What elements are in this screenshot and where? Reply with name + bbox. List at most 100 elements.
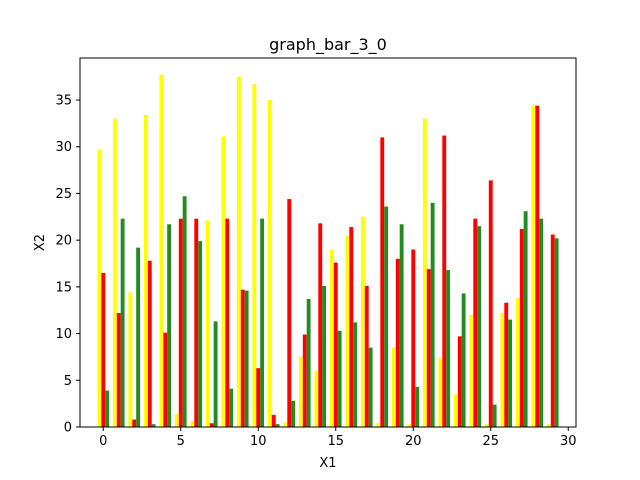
bar-s1-x29	[550, 234, 555, 427]
bar-s2-x19	[399, 224, 404, 427]
bar-s2-x0	[105, 390, 110, 427]
x-tick-label: 20	[405, 434, 422, 449]
bar-s1-x4	[163, 332, 168, 427]
x-axis-label: X1	[319, 456, 336, 471]
bar-s0-x28	[531, 105, 536, 427]
bar-s1-x13	[302, 334, 307, 427]
y-axis-ticks: 0 5 10 15 20 25 30 35	[55, 94, 80, 436]
bar-s2-x7	[213, 321, 218, 427]
y-tick-label: 30	[55, 140, 72, 155]
bar-s2-x9	[244, 290, 249, 427]
bar-s0-x12	[283, 422, 288, 427]
y-tick-label: 35	[55, 94, 72, 109]
bar-s0-x0	[97, 149, 102, 428]
bar-s2-x25	[492, 404, 497, 427]
bar-s2-x2	[136, 247, 141, 427]
bar-s0-x14	[314, 370, 319, 427]
bar-s1-x16	[349, 227, 354, 427]
y-tick-label: 0	[64, 421, 72, 436]
bar-s0-x17	[360, 216, 365, 427]
bar-s2-x13	[306, 299, 311, 427]
bar-s2-x10	[260, 218, 265, 427]
bar-s0-x5	[174, 413, 179, 427]
bar-s2-x3	[151, 424, 156, 427]
bar-s2-x15	[337, 330, 342, 427]
bar-s2-x14	[322, 285, 327, 427]
bar-s0-x11	[267, 100, 272, 427]
bar-s1-x12	[287, 199, 292, 427]
x-tick-label: 0	[99, 434, 107, 449]
bar-s2-x24	[477, 226, 482, 427]
bar-s2-x5	[182, 196, 187, 427]
bar-s1-x3	[147, 260, 152, 427]
bar-s0-x7	[205, 220, 210, 427]
bar-s1-x14	[318, 223, 323, 427]
bar-s0-x25	[484, 424, 489, 427]
bar-s2-x28	[539, 218, 544, 427]
bar-s2-x26	[508, 319, 513, 427]
bar-s1-x26	[504, 302, 509, 427]
x-axis-ticks: 0 5 10 15 20 25 30	[99, 427, 577, 449]
bar-s1-x25	[488, 180, 493, 427]
y-tick-label: 5	[64, 374, 72, 389]
bar-s1-x20	[411, 249, 416, 427]
bar-s2-x23	[461, 293, 466, 427]
bar-s1-x9	[240, 289, 245, 427]
bar-s0-x2	[128, 292, 133, 427]
bar-s2-x22	[446, 270, 451, 427]
bar-s0-x13	[298, 356, 303, 427]
bar-s1-x8	[225, 218, 230, 427]
bar-s1-x0	[101, 272, 106, 427]
bar-s0-x6	[190, 421, 195, 427]
bar-s1-x18	[380, 137, 385, 427]
bar-s1-x15	[333, 262, 338, 427]
bar-s1-x22	[442, 135, 447, 428]
bar-s0-x15	[329, 249, 334, 427]
x-tick-label: 25	[482, 434, 499, 449]
bars-group	[97, 74, 559, 428]
bar-s1-x28	[535, 105, 540, 427]
x-tick-label: 5	[177, 434, 185, 449]
bar-s0-x29	[546, 424, 551, 427]
bar-s2-x29	[554, 238, 559, 427]
bar-s2-x1	[120, 218, 125, 427]
x-tick-label: 30	[560, 434, 577, 449]
bar-s0-x23	[453, 394, 458, 427]
bar-s1-x5	[178, 218, 183, 427]
bar-s2-x21	[430, 202, 435, 427]
bar-s1-x11	[271, 414, 276, 427]
bar-s1-x10	[256, 368, 261, 427]
y-tick-label: 10	[55, 327, 72, 342]
bar-s1-x21	[426, 269, 431, 427]
bar-s2-x17	[368, 347, 373, 427]
x-tick-label: 15	[327, 434, 344, 449]
x-tick-label: 10	[250, 434, 267, 449]
bar-s0-x9	[236, 76, 241, 428]
bar-s1-x24	[473, 218, 478, 427]
y-tick-label: 25	[55, 187, 72, 202]
bar-s0-x3	[143, 114, 148, 427]
bar-s0-x8	[221, 136, 226, 427]
y-tick-label: 15	[55, 280, 72, 295]
plot-frame	[79, 57, 577, 428]
bar-s2-x20	[415, 386, 420, 427]
bar-s1-x19	[395, 258, 400, 427]
bar-s1-x7	[209, 423, 214, 427]
bar-s0-x4	[159, 74, 164, 427]
bar-s1-x27	[519, 228, 524, 427]
bar-s0-x1	[112, 118, 117, 427]
y-axis-label: X2	[33, 234, 48, 251]
bar-s0-x20	[407, 424, 412, 427]
bar-s0-x21	[422, 118, 427, 427]
bar-s0-x18	[376, 423, 381, 427]
bar-s1-x6	[194, 218, 199, 427]
bar-s2-x16	[353, 322, 358, 427]
bar-s1-x17	[364, 285, 369, 427]
bar-s2-x12	[291, 400, 296, 427]
bar-s2-x18	[384, 206, 389, 427]
bar-s0-x27	[515, 298, 520, 427]
bar-s0-x16	[345, 235, 350, 427]
bar-s0-x19	[391, 347, 396, 427]
bar-s1-x1	[116, 313, 121, 427]
